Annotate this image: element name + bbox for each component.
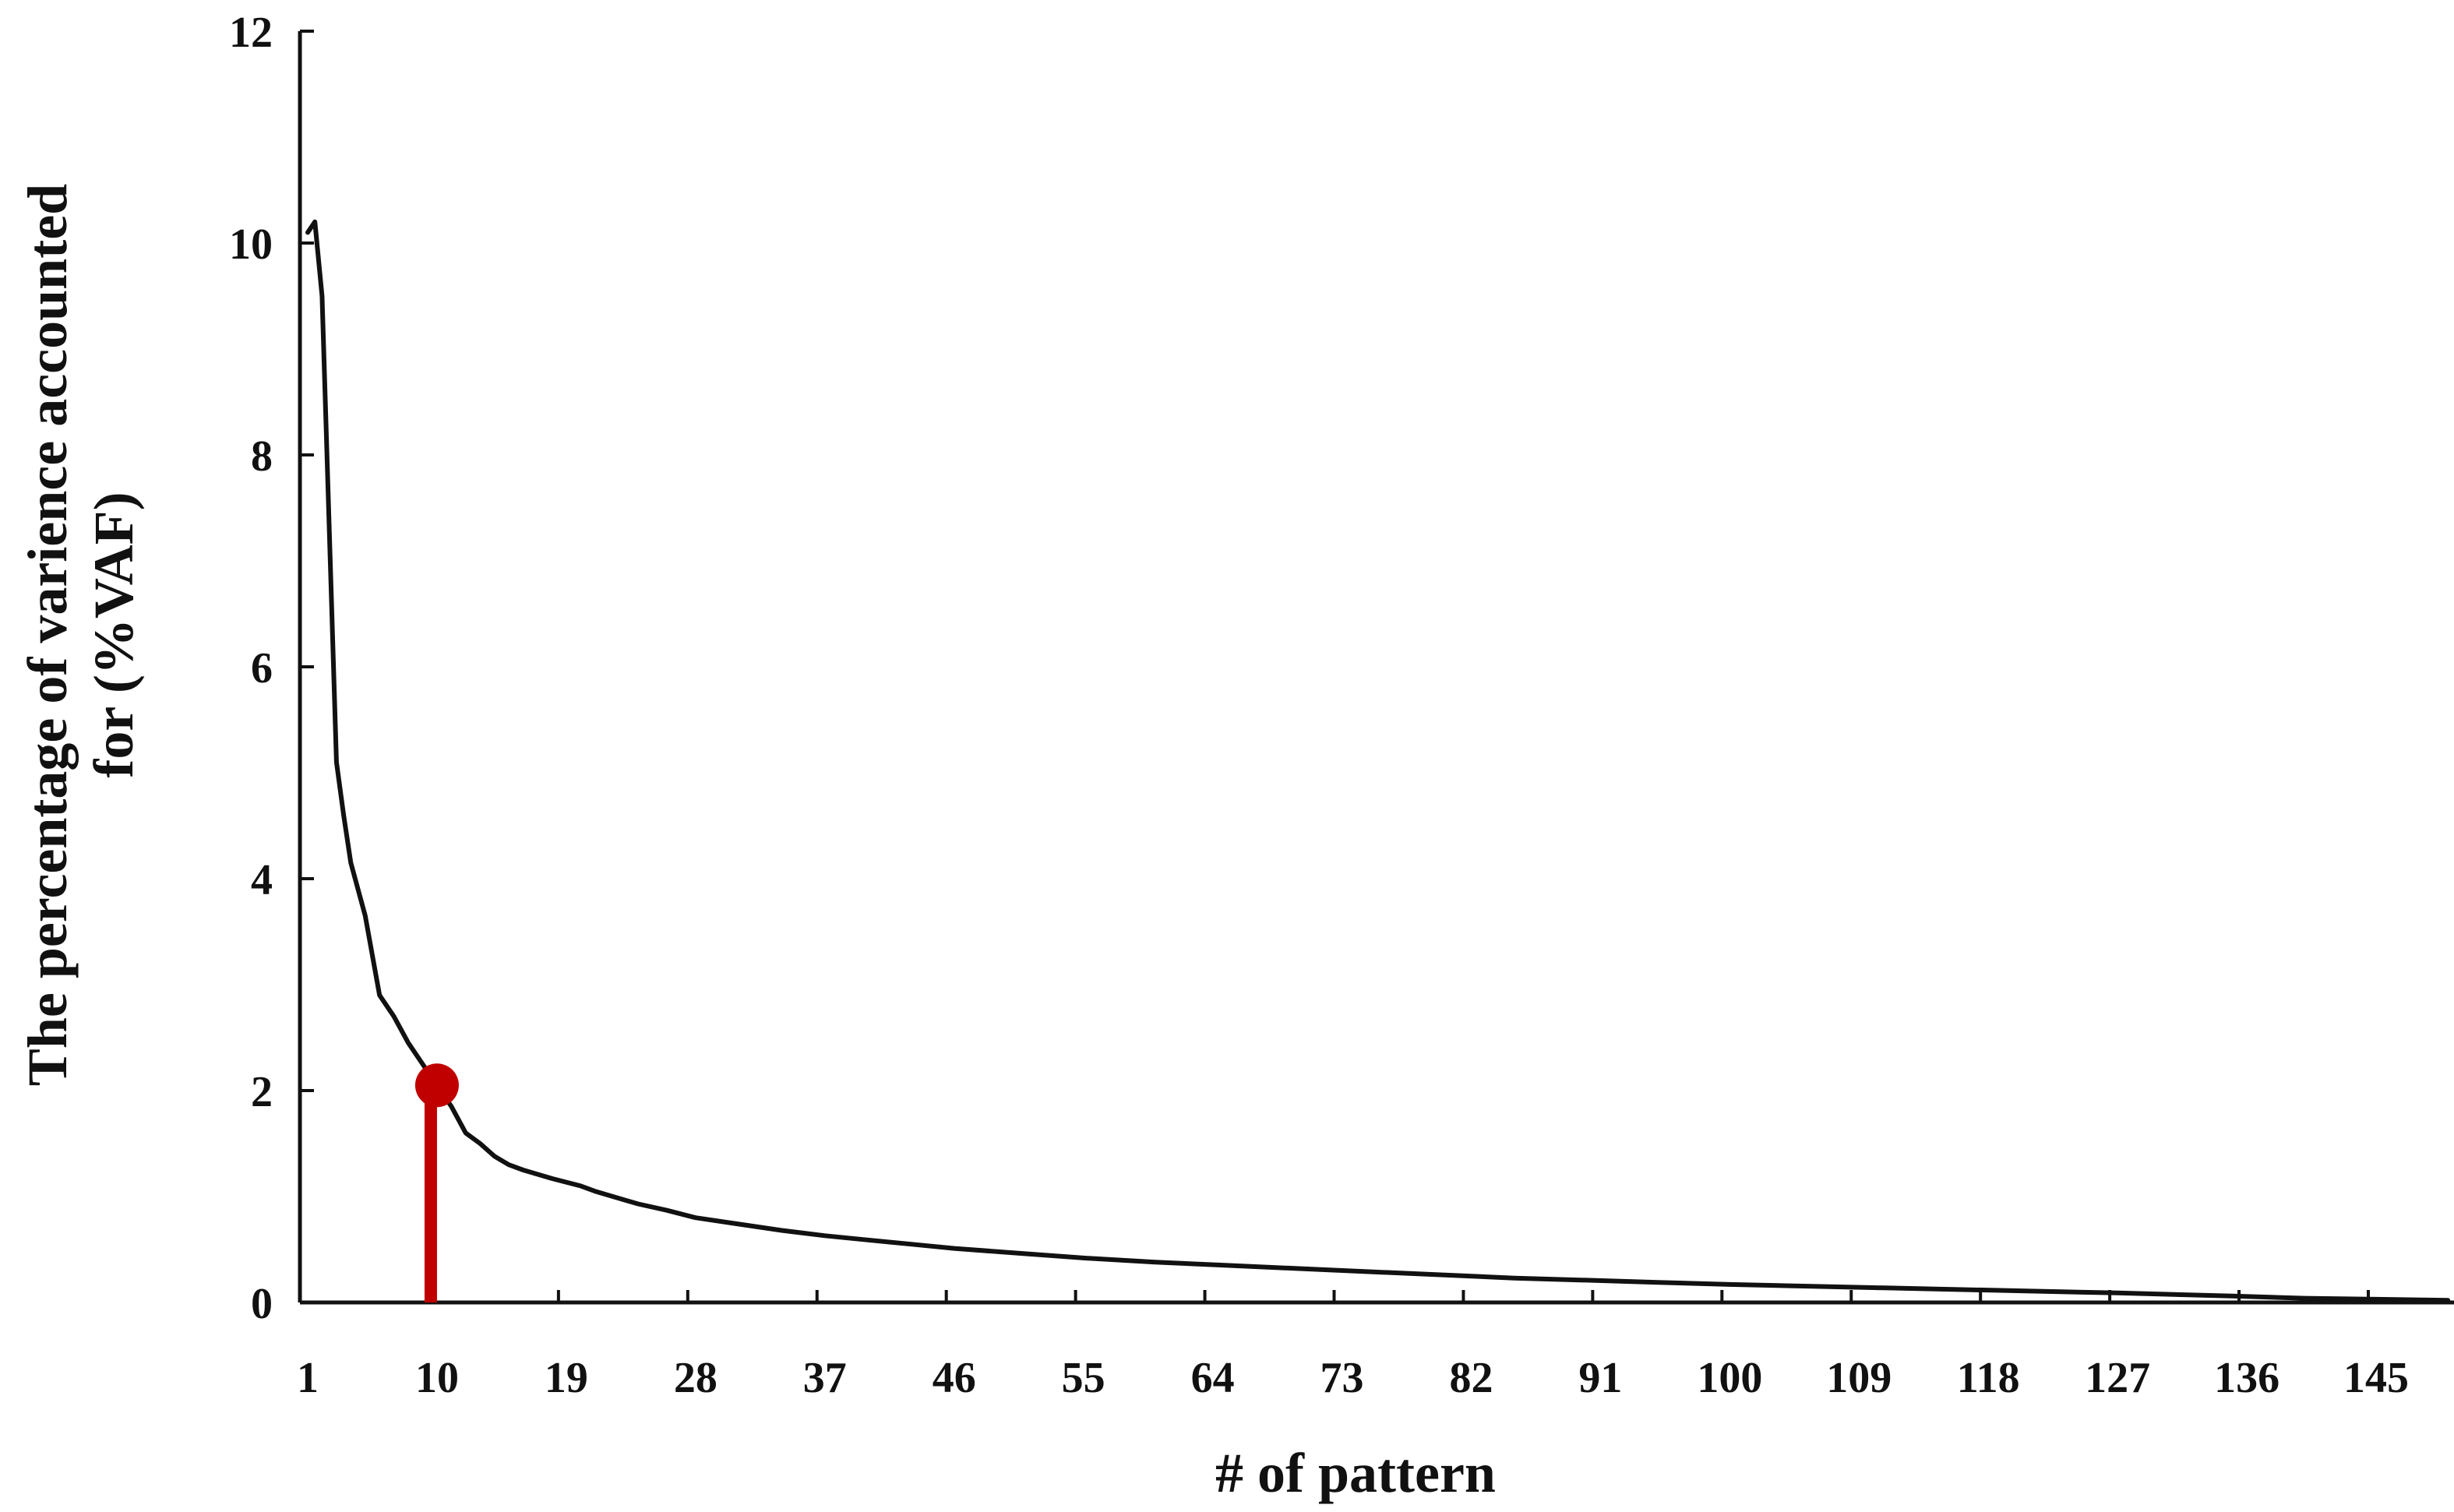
highlight-point bbox=[414, 1063, 459, 1108]
x-tick-label: 64 bbox=[1191, 1354, 1235, 1402]
x-tick-label: 10 bbox=[415, 1354, 459, 1402]
x-tick-label: 145 bbox=[2343, 1354, 2409, 1402]
x-tick-label: 109 bbox=[1826, 1354, 1892, 1402]
y-tick-label: 4 bbox=[251, 856, 273, 904]
y-axis-title-line-1: The percentage of varience accounted bbox=[16, 184, 79, 1086]
y-tick-label: 12 bbox=[229, 9, 273, 57]
y-axis-title-line-2: for (%VAF) bbox=[83, 492, 145, 777]
x-tick-label: 118 bbox=[1957, 1354, 2020, 1402]
y-tick-label: 8 bbox=[251, 432, 273, 481]
x-tick-label: 55 bbox=[1062, 1354, 1105, 1402]
x-tick-label: 1 bbox=[297, 1354, 319, 1402]
y-tick-label: 6 bbox=[251, 644, 273, 693]
x-tick-label: 19 bbox=[545, 1354, 588, 1402]
y-tick-label: 10 bbox=[229, 220, 273, 269]
x-tick-label: 73 bbox=[1320, 1354, 1364, 1402]
series-line bbox=[305, 219, 2451, 1303]
y-tick-label: 2 bbox=[251, 1068, 273, 1116]
x-tick-label: 37 bbox=[803, 1354, 847, 1402]
highlight-layer bbox=[414, 1063, 459, 1302]
x-tick-label: 28 bbox=[674, 1354, 718, 1402]
x-axis-title: # of pattern bbox=[1215, 1442, 1496, 1504]
series-layer bbox=[305, 219, 2451, 1303]
x-tick-label: 46 bbox=[933, 1354, 976, 1402]
x-tick-label: 100 bbox=[1697, 1354, 1762, 1402]
axes bbox=[298, 30, 2454, 1305]
x-tick-label: 82 bbox=[1449, 1354, 1493, 1402]
x-tick-label: 91 bbox=[1578, 1354, 1622, 1402]
y-axis-title: The percentage of varience accounted for… bbox=[16, 184, 145, 1086]
x-tick-label: 127 bbox=[2085, 1354, 2150, 1402]
y-tick-label: 0 bbox=[251, 1280, 273, 1328]
x-tick-label: 136 bbox=[2214, 1354, 2279, 1402]
